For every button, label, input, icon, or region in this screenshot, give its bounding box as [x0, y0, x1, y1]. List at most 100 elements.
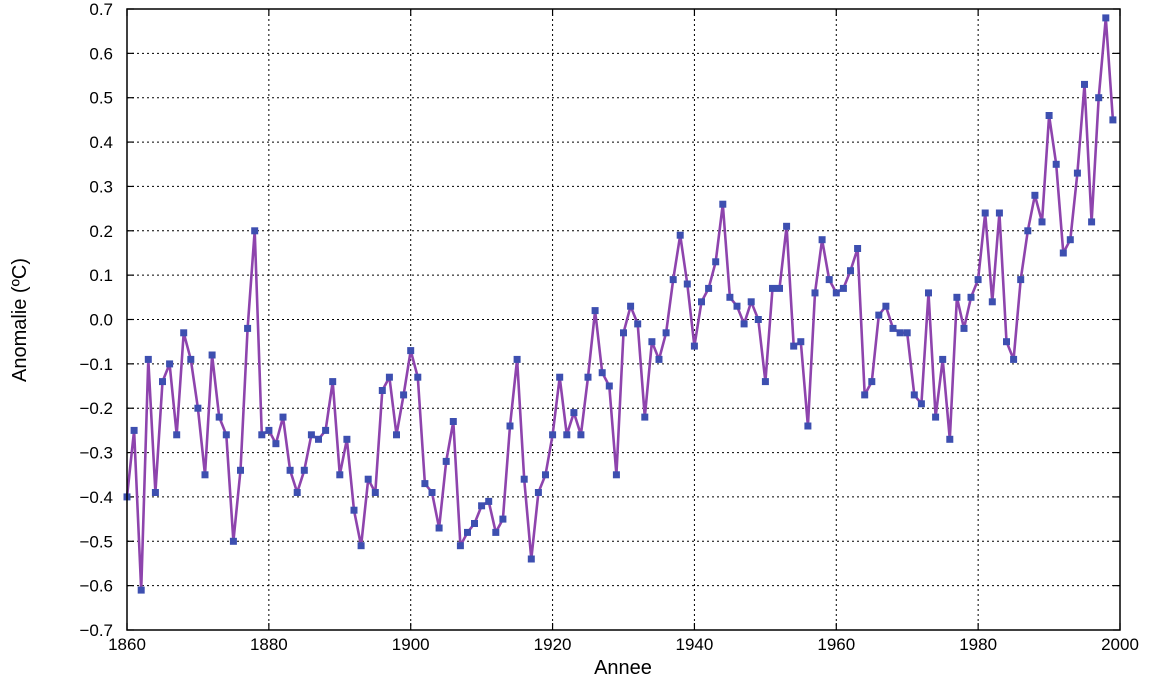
data-point [790, 342, 798, 350]
data-point [1081, 80, 1088, 88]
data-point [981, 209, 989, 217]
data-point [1052, 160, 1060, 168]
series-line [125, 16, 1115, 592]
x-tick-label: 2000 [1101, 635, 1139, 654]
data-point [754, 316, 762, 323]
x-tick-label: 1940 [676, 635, 714, 654]
data-point [137, 586, 145, 594]
data-point [449, 418, 457, 425]
data-point [244, 324, 252, 332]
data-point [627, 302, 635, 310]
x-tick-label: 1880 [250, 635, 288, 654]
data-point [343, 435, 351, 443]
data-point [279, 413, 287, 421]
data-point [322, 426, 330, 434]
data-point [251, 227, 259, 235]
data-point [917, 400, 925, 408]
data-point [769, 284, 776, 292]
data-point [967, 293, 975, 301]
y-tick-label: 0.1 [89, 266, 113, 285]
data-point [761, 378, 769, 386]
data-point [776, 284, 783, 292]
data-point [939, 355, 947, 363]
data-point [506, 422, 514, 430]
data-point [307, 431, 315, 439]
data-point [265, 426, 273, 434]
data-point [173, 431, 181, 439]
data-point [336, 471, 344, 479]
data-point [683, 280, 691, 288]
data-point [605, 382, 613, 390]
data-point [676, 231, 684, 239]
data-point [414, 373, 422, 381]
data-point [478, 502, 486, 510]
data-point [747, 298, 755, 306]
data-point [1073, 169, 1081, 177]
data-point [889, 324, 897, 332]
data-point [854, 245, 862, 252]
y-tick-label: −0.7 [79, 621, 113, 640]
x-tick-label: 1900 [392, 635, 430, 654]
x-tick-label: 1860 [108, 635, 146, 654]
y-tick-label: 0.6 [89, 44, 113, 63]
data-point [868, 378, 876, 386]
data-point [733, 302, 741, 310]
data-point [832, 289, 840, 297]
data-point [435, 524, 443, 532]
y-tick-label: 0.4 [89, 133, 113, 152]
data-point [208, 351, 216, 359]
data-point [932, 413, 940, 421]
data-point [527, 555, 535, 563]
data-point [130, 426, 138, 434]
data-point [180, 329, 188, 337]
data-point [201, 471, 209, 479]
data-point [258, 431, 266, 439]
data-point [286, 466, 294, 474]
data-point [1088, 218, 1096, 226]
data-point [634, 320, 642, 328]
data-point [740, 320, 748, 328]
data-point [534, 489, 542, 496]
data-point [903, 329, 911, 337]
data-point [492, 528, 500, 536]
data-point [1045, 112, 1053, 119]
series-markers [123, 14, 1117, 594]
x-tick-label: 1920 [534, 635, 572, 654]
data-point [159, 378, 166, 386]
data-point [1102, 14, 1110, 22]
data-point [598, 369, 606, 377]
data-point [811, 289, 819, 297]
y-tick-label: −0.5 [79, 532, 113, 551]
data-point [1059, 249, 1067, 257]
data-point [712, 258, 720, 266]
data-point [1017, 276, 1025, 284]
data-point [272, 440, 280, 448]
data-point [542, 471, 549, 479]
y-tick-label: −0.1 [79, 355, 113, 374]
grid [127, 9, 1120, 630]
data-point [556, 373, 564, 381]
y-tick-label: 0.3 [89, 177, 113, 196]
data-point [428, 489, 436, 496]
data-point [194, 404, 202, 412]
data-point [825, 276, 833, 284]
data-point [570, 409, 578, 417]
y-tick-label: 0.7 [89, 0, 113, 19]
data-point [861, 391, 869, 399]
data-point [151, 489, 159, 496]
data-point [371, 489, 379, 496]
x-axis-title: Annee [594, 657, 652, 679]
data-point [364, 475, 372, 483]
data-point [875, 311, 883, 319]
data-point [698, 298, 705, 306]
plot-frame [126, 8, 1121, 631]
y-tick-label: −0.3 [79, 444, 113, 463]
data-point [237, 466, 244, 474]
data-point [400, 391, 408, 399]
data-point [229, 537, 237, 545]
data-point [648, 338, 656, 346]
data-point [946, 435, 954, 443]
data-point [641, 413, 649, 421]
data-point [974, 276, 982, 284]
